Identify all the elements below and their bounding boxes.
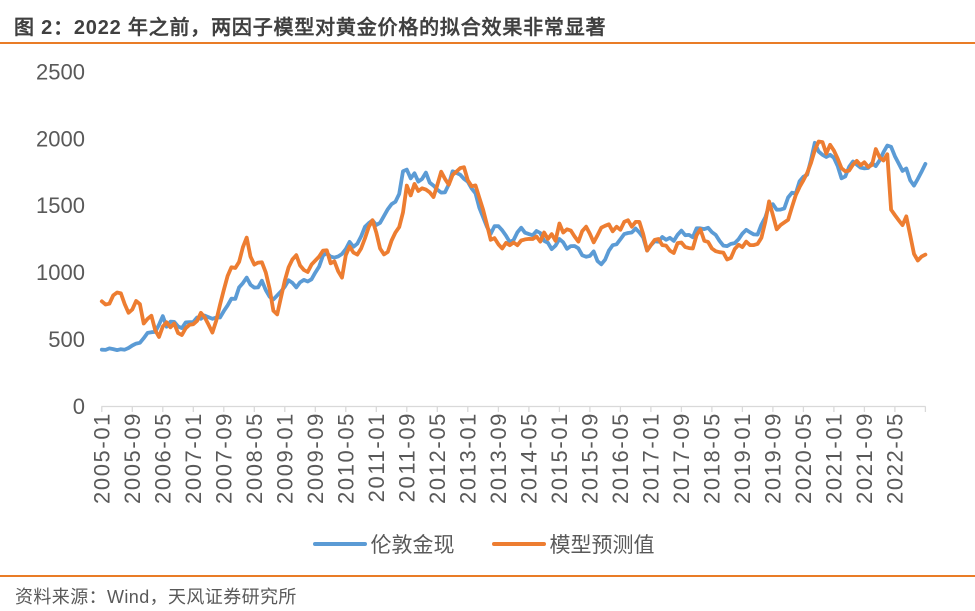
svg-text:2011-09: 2011-09 [394,412,419,502]
svg-text:1000: 1000 [36,260,85,285]
svg-text:2021-09: 2021-09 [852,412,877,504]
svg-text:2013-09: 2013-09 [486,412,511,504]
svg-text:2013-01: 2013-01 [455,412,480,504]
svg-text:2019-01: 2019-01 [730,412,755,504]
svg-text:2019-09: 2019-09 [760,412,785,504]
svg-text:2020-05: 2020-05 [791,412,816,504]
svg-text:2000: 2000 [36,126,85,151]
svg-text:2017-01: 2017-01 [638,412,663,504]
svg-text:500: 500 [48,327,85,352]
svg-text:2016-05: 2016-05 [608,412,633,504]
svg-text:1500: 1500 [36,193,85,218]
svg-text:2007-01: 2007-01 [181,412,206,504]
svg-text:2006-05: 2006-05 [150,412,175,504]
svg-text:2005-01: 2005-01 [89,412,114,504]
svg-text:2022-05: 2022-05 [882,412,907,504]
svg-text:0: 0 [73,394,85,419]
svg-text:2012-05: 2012-05 [425,412,450,504]
svg-text:2500: 2500 [36,59,85,84]
svg-text:2018-05: 2018-05 [699,412,724,504]
svg-text:2015-01: 2015-01 [547,412,572,504]
svg-text:2014-05: 2014-05 [516,412,541,504]
svg-text:2021-01: 2021-01 [821,412,846,504]
svg-text:2008-05: 2008-05 [242,412,267,504]
svg-text:2010-05: 2010-05 [333,412,358,504]
svg-text:2009-09: 2009-09 [303,412,328,504]
svg-text:2009-01: 2009-01 [272,412,297,504]
svg-text:2007-09: 2007-09 [211,412,236,504]
svg-text:2017-09: 2017-09 [669,412,694,504]
svg-text:2005-09: 2005-09 [120,412,145,504]
svg-text:2015-09: 2015-09 [577,412,602,504]
svg-text:2011-01: 2011-01 [364,412,389,502]
